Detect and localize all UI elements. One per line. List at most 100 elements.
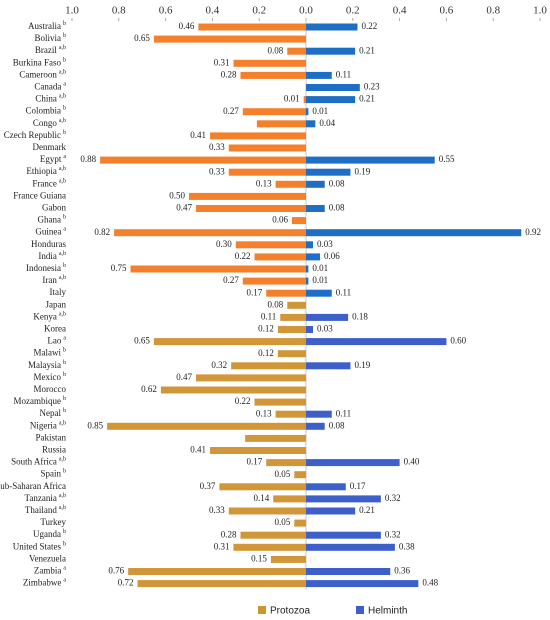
category-name: Spain [40, 469, 61, 479]
category-name: Mexico [34, 372, 62, 382]
category-label: Iran a,b [42, 275, 66, 285]
bar [275, 410, 306, 418]
value-label: 0.72 [118, 578, 134, 588]
bar [306, 313, 349, 321]
value-label: 0.30 [216, 239, 232, 249]
bar [100, 156, 306, 164]
bar [291, 217, 306, 225]
category-note: b [63, 542, 66, 548]
category-label: Korea [44, 324, 66, 334]
value-label: 0.06 [272, 215, 288, 225]
bar [306, 47, 356, 55]
bar [228, 168, 306, 176]
bar [306, 120, 316, 128]
bar [233, 543, 306, 551]
bar [306, 580, 419, 588]
bar [306, 326, 314, 333]
x-tick-label: 0.8 [486, 5, 500, 17]
value-label: 0.40 [404, 457, 420, 467]
value-label: 0.06 [324, 251, 340, 261]
value-label: 0.17 [246, 457, 262, 467]
value-label: 0.22 [235, 396, 251, 406]
category-label: China a,b [35, 94, 66, 104]
value-label: 0.08 [329, 420, 345, 430]
category-note: a,b [59, 421, 66, 427]
bar [270, 555, 306, 563]
category-name: Ethiopia [26, 166, 57, 176]
value-label: 0.22 [361, 21, 377, 31]
category-label: Canada a [34, 82, 66, 92]
category-name: Bolivia [35, 33, 62, 43]
x-tick-label: 0.6 [159, 5, 173, 17]
category-name: Nepal [40, 408, 62, 418]
category-label: Venezuela [29, 553, 66, 563]
bar [235, 241, 306, 249]
category-note: b [63, 348, 66, 354]
bar [242, 277, 306, 285]
value-label: 0.12 [258, 324, 274, 334]
value-label: 0.17 [350, 481, 366, 491]
bar [198, 23, 306, 31]
category-label: Japan [46, 299, 67, 309]
bar [306, 507, 356, 515]
bar [306, 289, 332, 297]
value-label: 0.33 [209, 142, 225, 152]
category-label: India a,b [38, 251, 66, 261]
category-name: Cameroon [19, 69, 57, 79]
value-label: 0.47 [176, 372, 192, 382]
bar [306, 96, 356, 104]
category-label: Burkina Faso b [13, 57, 66, 67]
category-note: a [63, 566, 66, 572]
bar [210, 132, 306, 140]
value-label: 0.13 [256, 178, 272, 188]
category-name: Gabon [42, 203, 66, 213]
legend-swatch [258, 606, 266, 614]
category-name: Russia [42, 445, 66, 455]
value-label: 0.47 [176, 203, 192, 213]
legend-swatch [356, 606, 364, 614]
category-name: China [35, 94, 57, 104]
category-name: Ghana [38, 215, 62, 225]
category-label: Colombia b [26, 106, 67, 116]
category-note: b [63, 130, 66, 136]
category-label: Malaysia b [28, 360, 66, 370]
bar [306, 168, 351, 176]
category-note: a [63, 336, 66, 342]
category-name: Pakistan [36, 432, 67, 442]
category-note: a,b [59, 505, 66, 511]
bar [228, 144, 306, 152]
bar [294, 519, 306, 527]
value-label: 0.32 [385, 529, 401, 539]
category-name: France [32, 178, 57, 188]
value-label: 0.01 [312, 263, 328, 273]
category-name: Uganda [33, 529, 61, 539]
bar [306, 459, 400, 467]
category-label: Pakistan [36, 432, 67, 442]
value-label: 0.01 [312, 275, 328, 285]
value-label: 0.08 [268, 299, 284, 309]
bar [306, 277, 309, 285]
category-note: b [63, 372, 66, 378]
category-label: Russia [42, 445, 66, 455]
category-note: a [63, 154, 66, 160]
category-label: Ethiopia a,b [26, 166, 66, 176]
category-note: b [63, 396, 66, 402]
category-name: Tanzania [24, 493, 56, 503]
category-label: France a,b [32, 178, 66, 188]
category-label: Ghana b [38, 215, 67, 225]
value-label: 0.41 [190, 445, 206, 455]
legend-label: Helminth [368, 606, 407, 617]
value-label: 0.50 [169, 190, 185, 200]
bar [306, 241, 314, 249]
category-label: Morocco [34, 384, 67, 394]
value-label: 0.32 [211, 360, 227, 370]
category-name: Korea [44, 324, 66, 334]
bar [266, 459, 306, 467]
bar [256, 120, 306, 128]
value-label: 0.22 [235, 251, 251, 261]
value-label: 0.27 [223, 106, 239, 116]
value-label: 0.13 [256, 408, 272, 418]
category-label: United States b [13, 541, 66, 551]
category-label: Turkey [40, 517, 66, 527]
bar [240, 531, 306, 539]
